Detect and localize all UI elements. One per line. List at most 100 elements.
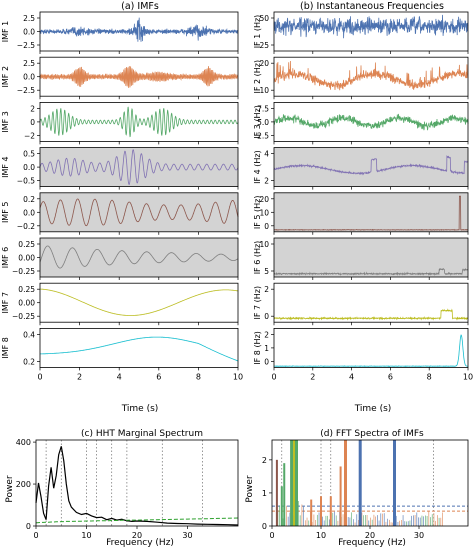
imf-ytick-label: 0.25	[18, 285, 35, 294]
if-ytick-label: 25	[259, 41, 269, 50]
imf-ytick-label: 0.5	[23, 150, 35, 159]
imf-xtick-label: 6	[156, 372, 161, 381]
imf-ylabel: IMF 6	[1, 247, 10, 269]
imf-ytick-label: 0.2	[23, 357, 35, 366]
if-ylabel: IF 1 (Hz)	[253, 15, 262, 49]
imf-ylabel: IMF 8	[1, 337, 10, 359]
imf-ytick-label: 0.00	[18, 254, 35, 263]
if-ytick-label: 1	[264, 344, 269, 353]
if-ytick-label: 10	[259, 86, 269, 95]
hht-ytick-label: 0	[26, 522, 31, 531]
if-ylabel: IF 8 (Hz)	[253, 331, 262, 365]
if-ytick-label: 0	[264, 357, 269, 366]
imf-ylabel: IMF 3	[1, 111, 10, 132]
imf-axes-8	[39, 327, 239, 368]
hht-ytick-label: 200	[16, 480, 31, 489]
if-axes-1	[273, 11, 469, 52]
if-xtick-label: 6	[388, 372, 393, 381]
fft-peak-10	[344, 440, 347, 526]
fft-xtick-label: 0	[269, 531, 274, 540]
imf-series-6	[39, 245, 239, 269]
fft-ytick-label: 1	[262, 489, 267, 498]
fft-peak-12	[393, 440, 396, 526]
if-xtick-label: 0	[271, 372, 276, 381]
fft-peak-11	[358, 440, 362, 526]
if-ylabel: IF 2 (Hz)	[253, 60, 262, 94]
imf-xtick-label: 0	[37, 372, 42, 381]
fft-ytick-label: 2	[262, 456, 267, 465]
if-shade-5	[274, 192, 468, 232]
if-ytick-label: 2	[264, 330, 269, 339]
fft-peak-8	[320, 496, 322, 526]
title-hht: (c) HHT Marginal Spectrum	[81, 429, 203, 439]
if-ytick-label: 5.0	[257, 118, 269, 127]
fft-ytick-label: 0	[262, 522, 267, 531]
if-axes-8	[273, 327, 469, 368]
if-ytick-label: 0	[264, 312, 269, 321]
fft-peak-13	[339, 466, 342, 526]
if-ylabel: IF 6 (Hz)	[253, 241, 262, 275]
imf-xtick-label: 4	[117, 372, 122, 381]
imf-ytick-label: −2.5	[17, 41, 35, 50]
if-ylabel: IF 5 (Hz)	[253, 196, 262, 230]
ylabel-power-left: Power	[5, 475, 15, 503]
imf-ytick-label: −0.25	[12, 267, 35, 276]
if-series-7	[273, 308, 469, 321]
imf-ylabel: IMF 2	[1, 66, 10, 88]
fft-peak-5	[293, 440, 297, 526]
imf-ytick-label: 0.4	[23, 330, 35, 339]
imf-ytick-label: −2.5	[17, 86, 35, 95]
if-shade-6	[274, 238, 468, 277]
if-xtick-label: 4	[349, 372, 354, 381]
fft-xtick-label: 20	[365, 531, 375, 540]
title-imfs: (a) IMFs	[121, 1, 159, 12]
imf-ytick-label: 2	[30, 104, 35, 113]
imf-ylabel: IMF 1	[1, 21, 10, 43]
if-ylabel: IF 4 (Hz)	[253, 150, 262, 184]
imf-ytick-label: 0.0	[23, 208, 35, 217]
if-ytick-label: 0	[264, 222, 269, 231]
xlabel-time-right: Time (s)	[354, 404, 392, 414]
imf-ytick-label: −0.5	[17, 177, 35, 186]
if-ytick-label: 2	[264, 177, 269, 186]
if-ytick-label: 20	[259, 59, 269, 68]
fft-peak-4	[290, 440, 294, 526]
title-fft: (d) FFT Spectra of IMFs	[320, 429, 424, 439]
if-xtick-label: 2	[310, 372, 315, 381]
imf-ylabel: IMF 5	[1, 202, 10, 224]
fft-peak-6	[295, 440, 298, 526]
imf-series-7	[40, 288, 239, 316]
imf-ytick-label: 0.25	[18, 240, 35, 249]
imf-xtick-label: 8	[196, 372, 201, 381]
hht-ytick-label: 400	[16, 438, 31, 447]
fft-axes	[271, 439, 469, 527]
if-ytick-label: 5	[264, 267, 269, 276]
hht-xtick-label: 0	[33, 531, 38, 540]
xlabel-time-left: Time (s)	[121, 404, 159, 414]
xlabel-freq-right: Frequency (Hz)	[338, 538, 406, 547]
if-ylabel: IF 7 (Hz)	[253, 286, 262, 320]
if-axes-6	[273, 237, 469, 278]
title-freqs: (b) Instantaneous Frequencies	[300, 1, 444, 12]
imf-series-3	[39, 106, 239, 138]
imf-ytick-label: −2	[24, 131, 35, 140]
hht-series-2	[35, 517, 239, 524]
fft-peak-1	[275, 459, 278, 526]
imf-ytick-label: 2.5	[23, 14, 35, 23]
if-ytick-label: 2.5	[257, 131, 269, 140]
fft-peak-9	[329, 496, 332, 526]
imf-xtick-label: 2	[77, 372, 82, 381]
fft-peak-3	[283, 463, 286, 526]
if-ytick-label: 10	[259, 240, 269, 249]
fft-peak-2	[280, 486, 283, 526]
imf-ytick-label: 0.0	[23, 28, 35, 37]
imf-ylabel: IMF 7	[1, 292, 10, 314]
imf-ytick-label: 0.0	[23, 163, 35, 172]
if-series-1	[273, 14, 469, 39]
if-series-4	[273, 155, 469, 176]
fft-xtick-label: 30	[414, 531, 424, 540]
xlabel-freq-left: Frequency (Hz)	[106, 538, 174, 547]
imf-series-2	[39, 66, 239, 88]
imf-series-5	[39, 198, 239, 227]
